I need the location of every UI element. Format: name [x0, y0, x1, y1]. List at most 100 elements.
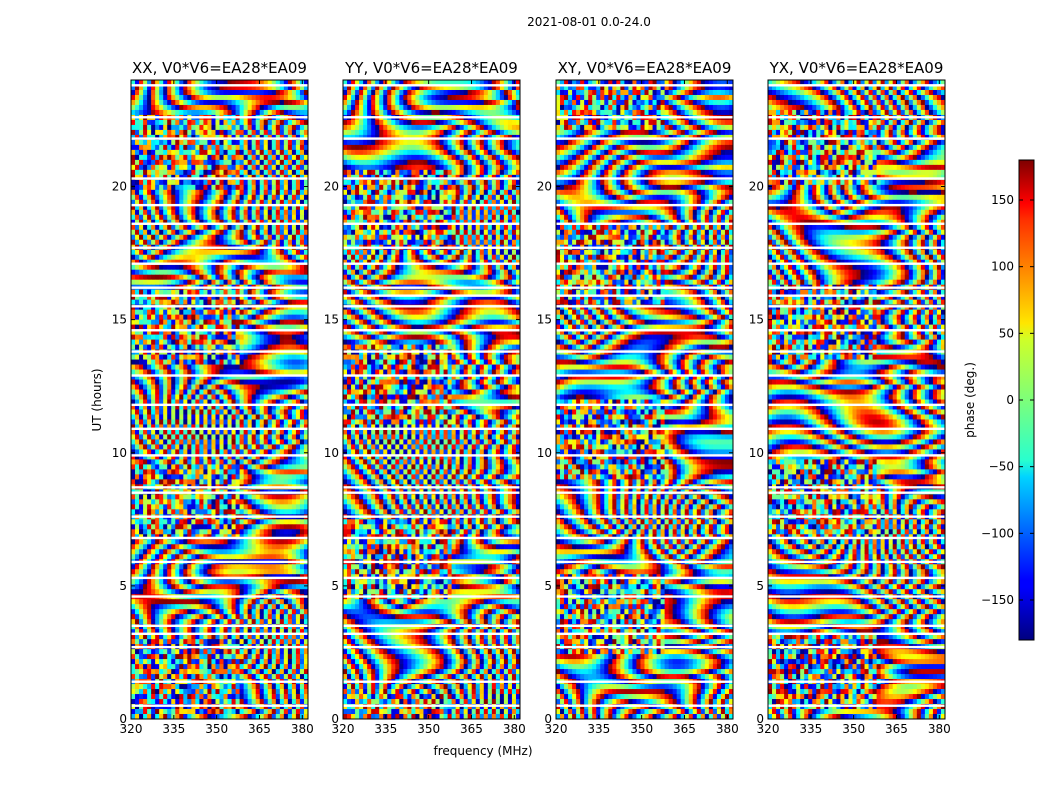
- phase-cell: [275, 294, 281, 301]
- phase-cell: [263, 354, 269, 360]
- phase-cell: [239, 629, 245, 635]
- phase-cell: [195, 219, 200, 226]
- phase-cell: [239, 564, 245, 570]
- phase-cell: [291, 189, 297, 196]
- phase-cell: [215, 634, 220, 640]
- phase-cell: [131, 354, 136, 360]
- phase-cell: [191, 584, 196, 590]
- phase-cell: [219, 294, 224, 301]
- phase-cell: [167, 189, 172, 196]
- phase-cell: [151, 389, 156, 395]
- phase-cell: [295, 414, 301, 420]
- phase-cell: [247, 214, 253, 221]
- phase-cell: [255, 229, 261, 236]
- phase-cell: [163, 509, 168, 515]
- phase-cell: [155, 569, 160, 575]
- phase-cell: [295, 494, 301, 500]
- phase-cell: [251, 334, 257, 340]
- phase-cell: [143, 599, 148, 605]
- phase-cell: [299, 124, 305, 131]
- phase-cell: [175, 474, 180, 480]
- phase-cell: [195, 494, 200, 500]
- phase-cell: [143, 614, 148, 620]
- phase-cell: [175, 344, 180, 350]
- phase-cell: [247, 479, 253, 485]
- phase-cell: [243, 89, 249, 96]
- phase-cell: [247, 339, 253, 345]
- phase-cell: [135, 334, 140, 340]
- phase-cell: [211, 504, 216, 510]
- phase-cell: [191, 179, 196, 186]
- phase-cell: [259, 564, 265, 570]
- phase-cell: [183, 209, 188, 216]
- phase-cell: [231, 529, 236, 535]
- phase-cell: [195, 339, 200, 345]
- phase-cell: [227, 239, 232, 246]
- phase-cell: [299, 404, 305, 410]
- phase-cell: [183, 324, 188, 331]
- phase-cell: [195, 394, 200, 400]
- phase-cell: [131, 544, 136, 550]
- phase-cell: [191, 329, 196, 335]
- phase-cell: [215, 294, 220, 301]
- phase-cell: [183, 389, 188, 395]
- phase-cell: [239, 509, 245, 515]
- phase-cell: [263, 374, 269, 380]
- phase-cell: [291, 249, 297, 256]
- phase-cell: [167, 634, 172, 640]
- phase-cell: [243, 299, 249, 306]
- phase-cell: [287, 629, 293, 635]
- phase-cell: [211, 254, 216, 261]
- phase-cell: [143, 274, 148, 281]
- phase-cell: [143, 619, 148, 625]
- phase-cell: [239, 384, 245, 390]
- phase-cell: [155, 459, 160, 465]
- phase-cell: [207, 454, 212, 460]
- phase-cell: [223, 469, 228, 475]
- phase-cell: [207, 524, 212, 530]
- phase-cell: [171, 239, 176, 246]
- phase-cell: [203, 619, 208, 625]
- phase-cell: [195, 539, 200, 545]
- phase-cell: [147, 84, 152, 91]
- phase-cell: [147, 339, 152, 345]
- phase-cell: [147, 264, 152, 271]
- phase-cell: [151, 354, 156, 360]
- phase-cell: [303, 209, 308, 216]
- phase-cell: [275, 359, 281, 365]
- phase-cell: [287, 144, 293, 151]
- phase-cell: [215, 89, 220, 96]
- phase-cell: [279, 634, 285, 640]
- phase-cell: [295, 344, 301, 350]
- phase-cell: [259, 609, 265, 615]
- phase-cell: [159, 159, 164, 166]
- phase-cell: [187, 364, 192, 370]
- phase-cell: [139, 394, 144, 400]
- phase-cell: [155, 374, 160, 380]
- phase-cell: [187, 189, 192, 196]
- phase-cell: [255, 399, 261, 405]
- phase-cell: [303, 239, 308, 246]
- phase-cell: [131, 344, 136, 350]
- phase-cell: [135, 149, 140, 156]
- phase-cell: [187, 444, 192, 450]
- phase-cell: [135, 609, 140, 615]
- phase-cell: [231, 519, 236, 525]
- phase-cell: [243, 279, 249, 286]
- phase-cell: [295, 94, 301, 101]
- phase-cell: [259, 519, 265, 525]
- phase-cell: [239, 229, 245, 236]
- phase-cell: [243, 419, 249, 425]
- phase-cell: [167, 94, 172, 101]
- phase-cell: [219, 464, 224, 470]
- phase-cell: [179, 479, 184, 485]
- phase-cell: [139, 239, 144, 246]
- phase-cell: [303, 524, 308, 530]
- phase-cell: [223, 104, 228, 111]
- phase-cell: [195, 269, 200, 276]
- phase-cell: [295, 264, 301, 271]
- phase-cell: [287, 104, 293, 111]
- phase-cell: [259, 144, 265, 151]
- phase-cell: [295, 124, 301, 131]
- phase-cell: [199, 529, 204, 535]
